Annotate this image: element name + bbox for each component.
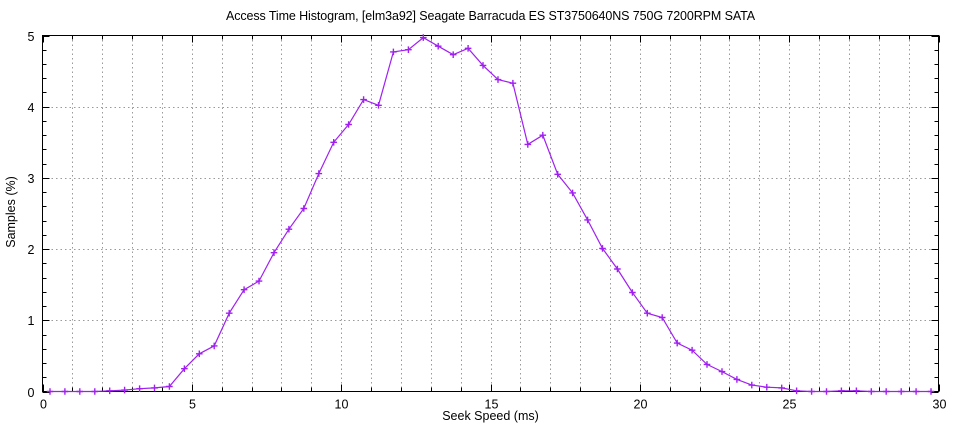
data-series-line xyxy=(50,36,931,393)
y-axis-label: Samples (%) xyxy=(4,176,18,248)
y-tick-label: 3 xyxy=(28,172,35,186)
data-point-markers xyxy=(46,34,935,395)
y-tick-label: 5 xyxy=(28,30,35,44)
x-tick-label: 10 xyxy=(335,398,349,412)
plot-border xyxy=(42,35,939,392)
x-tick-label: 30 xyxy=(933,398,947,412)
x-tick-label: 5 xyxy=(189,398,196,412)
y-tick-label: 0 xyxy=(28,386,35,400)
x-tick-label: 15 xyxy=(485,398,499,412)
x-tick-label: 0 xyxy=(40,398,47,412)
chart-title: Access Time Histogram, [elm3a92] Seagate… xyxy=(225,9,755,23)
x-axis-label: Seek Speed (ms) xyxy=(442,409,539,423)
y-tick-label: 2 xyxy=(28,243,35,257)
y-tick-label: 1 xyxy=(28,314,35,328)
x-tick-label: 25 xyxy=(783,398,797,412)
x-tick-label: 20 xyxy=(634,398,648,412)
y-tick-label: 4 xyxy=(28,101,35,115)
